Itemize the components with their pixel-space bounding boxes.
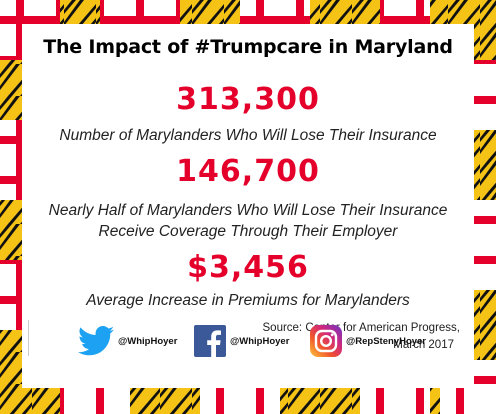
twitter-icon [78, 326, 114, 356]
social-instagram[interactable]: @RepStenyHoyer [310, 320, 426, 362]
facebook-icon [194, 325, 226, 357]
stat-description-employer-line2: Receive Coverage Through Their Employer [98, 223, 398, 240]
social-divider [28, 320, 29, 356]
social-twitter[interactable]: @WhipHoyer [78, 320, 177, 362]
twitter-handle: @WhipHoyer [118, 335, 178, 347]
source-line2: March 2017 [393, 339, 454, 351]
stat-description-uninsured: Number of Marylanders Who Will Lose Thei… [59, 127, 437, 144]
content-card: The Impact of #Trumpcare in Maryland 313… [22, 24, 474, 388]
instagram-handle: @RepStenyHoyer [346, 335, 427, 347]
stat-description-premium-increase: Average Increase in Premiums for Marylan… [86, 292, 410, 309]
stat-description-employer-line1: Nearly Half of Marylanders Who Will Lose… [48, 202, 448, 219]
instagram-icon [310, 325, 342, 357]
stat-value-uninsured: 313,300 [176, 82, 320, 117]
social-facebook[interactable]: @WhipHoyer [194, 320, 289, 362]
stat-value-premium-increase: $3,456 [187, 250, 309, 285]
page-title: The Impact of #Trumpcare in Maryland [43, 36, 453, 58]
facebook-handle: @WhipHoyer [230, 335, 290, 347]
social-handles: @WhipHoyer @WhipHoyer @RepStenyHoyer [32, 320, 442, 362]
stat-value-employer-coverage: 146,700 [176, 154, 320, 189]
